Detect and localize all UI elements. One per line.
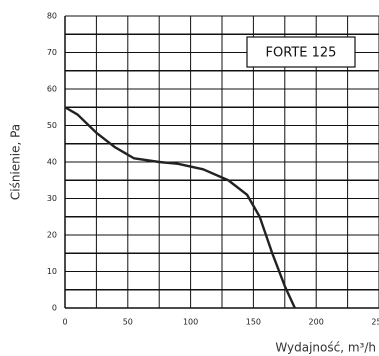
y-tick-label: 80 <box>47 12 57 21</box>
x-tick-label: 100 <box>183 318 198 327</box>
x-tick-label: 200 <box>309 318 324 327</box>
y-tick-label: 0 <box>52 304 57 313</box>
x-tick-label: 50 <box>123 318 133 327</box>
x-tick-label: 0 <box>62 318 67 327</box>
y-tick-label: 30 <box>47 194 57 203</box>
y-tick-label: 20 <box>47 231 57 240</box>
curve <box>64 106 296 309</box>
x-tick-label: 150 <box>246 318 261 327</box>
y-tick-label: 40 <box>47 158 57 167</box>
y-axis-title: Ciśnienie, Pa <box>9 124 23 200</box>
y-tick-label: 50 <box>47 121 57 130</box>
annotation: FORTE 125 <box>266 46 337 61</box>
y-tick-label: 10 <box>47 267 57 276</box>
x-tick-label: 250 <box>371 318 379 327</box>
x-axis-title: Wydajność, m³/h <box>275 341 376 355</box>
annotation-box <box>246 36 356 68</box>
y-tick-label: 60 <box>47 85 57 94</box>
y-tick-label: 70 <box>47 48 57 57</box>
